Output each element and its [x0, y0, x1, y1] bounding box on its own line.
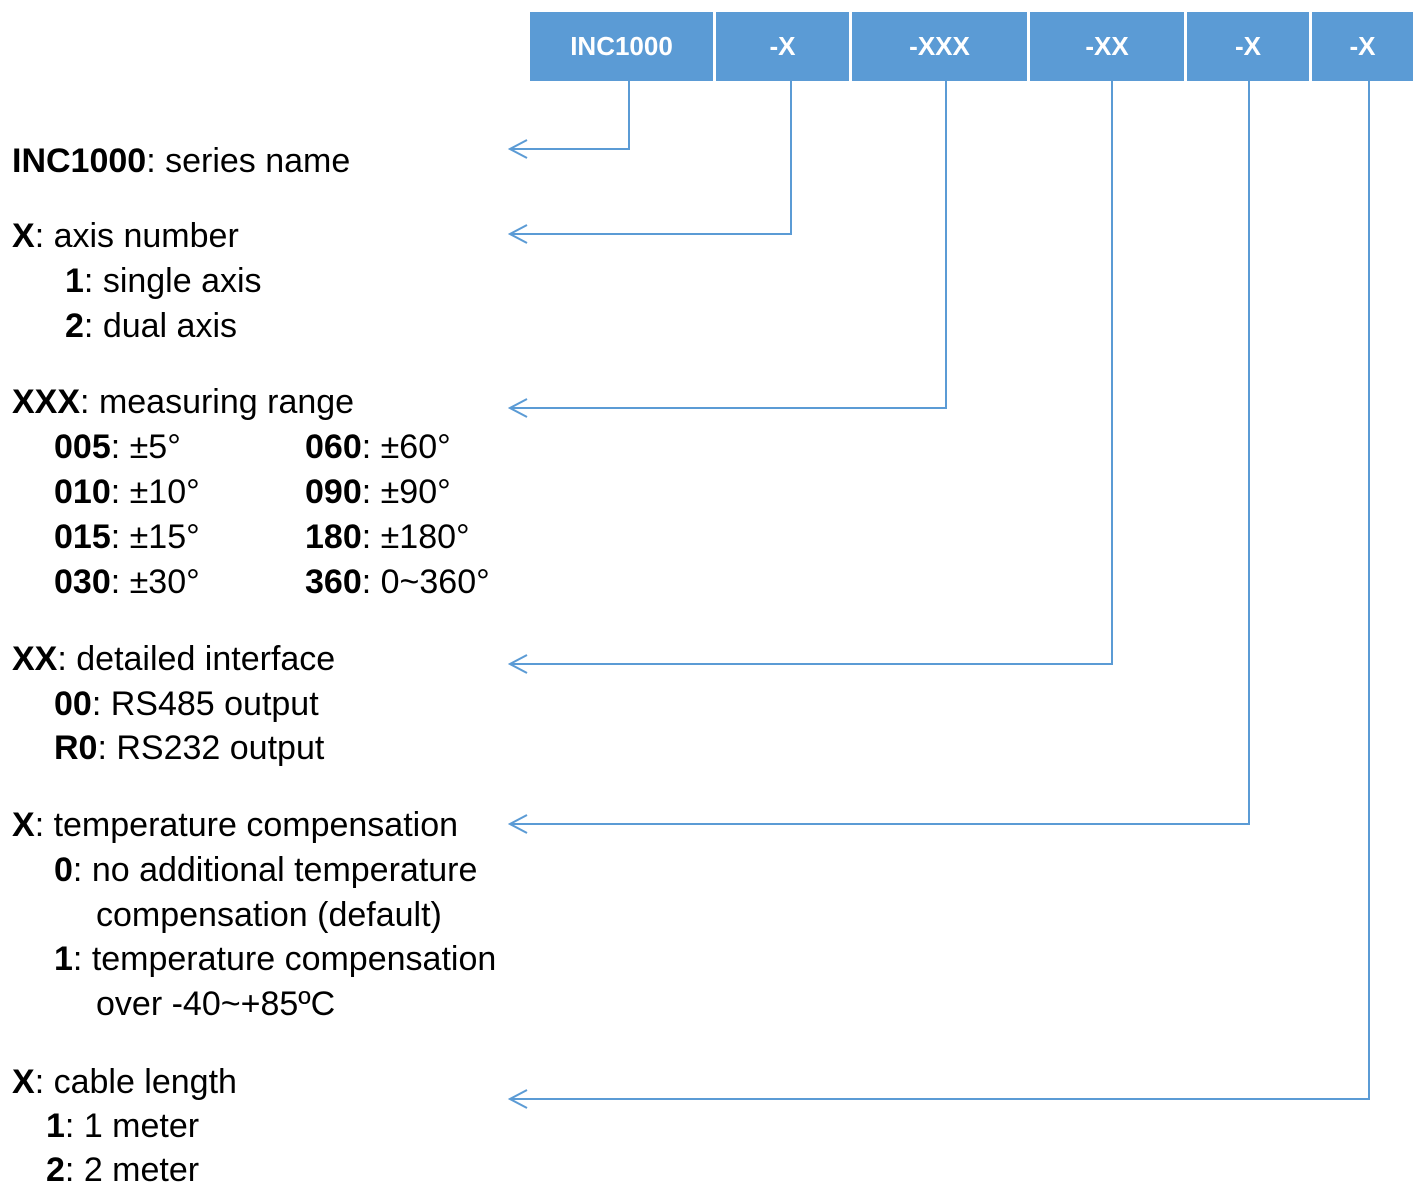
segment-range: -XXX [852, 12, 1027, 81]
connector-interface [510, 81, 1113, 665]
axis-heading: X: axis number [12, 217, 239, 255]
temperature-option: 1: temperature compensation [54, 940, 497, 978]
axis-option: 2: dual axis [65, 307, 238, 345]
range-option: 360: 0~360° [305, 563, 490, 601]
arrowhead-range [507, 398, 528, 418]
range-option: 010: ±10° [54, 473, 200, 511]
connector-range [510, 81, 947, 409]
arrowhead-temperature [507, 814, 528, 834]
segment-series: INC1000 [530, 12, 713, 81]
arrowhead-interface [507, 654, 528, 674]
temperature-option-continued: compensation (default) [96, 896, 442, 934]
temperature-option: 0: no additional temperature [54, 851, 478, 889]
cable-option: 1: 1 meter [46, 1107, 200, 1145]
interface-option: 00: RS485 output [54, 685, 319, 723]
interface-option: R0: RS232 output [54, 729, 325, 767]
segment-axis: -X [716, 12, 849, 81]
temperature-option-continued: over -40~+85ºC [96, 985, 336, 1023]
range-heading: XXX: measuring range [12, 383, 355, 421]
connector-temperature [510, 81, 1250, 825]
model-code-bar: INC1000 -X -XXX -XX -X -X [530, 12, 1413, 81]
range-option: 015: ±15° [54, 518, 200, 556]
range-option: 180: ±180° [305, 518, 470, 556]
range-option: 030: ±30° [54, 563, 200, 601]
arrowhead-cable [507, 1089, 528, 1109]
series-heading: INC1000: series name [12, 142, 351, 180]
arrowhead-series [507, 139, 528, 159]
range-option: 005: ±5° [54, 428, 181, 466]
segment-cable: -X [1312, 12, 1413, 81]
segment-temperature: -X [1187, 12, 1309, 81]
cable-heading: X: cable length [12, 1063, 237, 1101]
range-option: 060: ±60° [305, 428, 451, 466]
segment-interface: -XX [1030, 12, 1184, 81]
connector-series [510, 81, 630, 150]
interface-heading: XX: detailed interface [12, 640, 336, 678]
arrowhead-axis [507, 224, 528, 244]
connector-cable [510, 81, 1370, 1100]
temperature-heading: X: temperature compensation [12, 806, 459, 844]
range-option: 090: ±90° [305, 473, 451, 511]
axis-option: 1: single axis [65, 262, 262, 300]
connector-axis [510, 81, 792, 235]
cable-option: 2: 2 meter [46, 1151, 200, 1189]
